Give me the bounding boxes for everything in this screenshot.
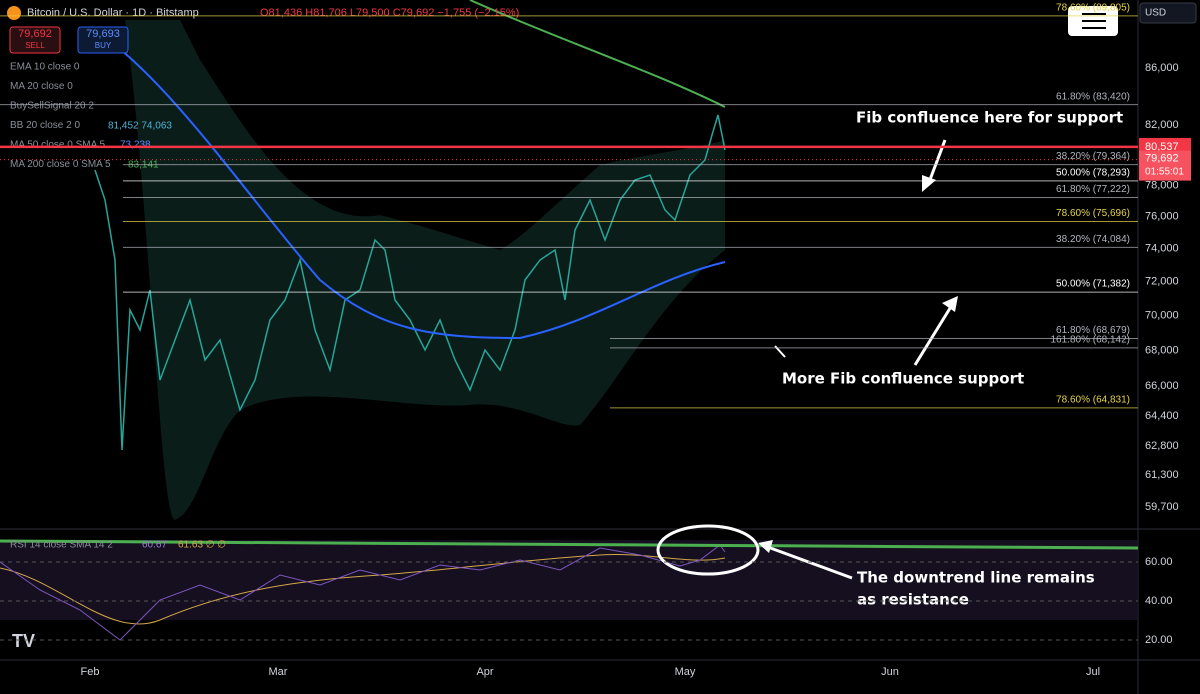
buy-price: 79,693	[86, 28, 120, 40]
indicator-legend: MA 20 close 0	[10, 81, 73, 92]
date-label: May	[675, 666, 696, 678]
annotation: as resistance	[857, 591, 969, 609]
date-label: Feb	[81, 666, 100, 678]
annotation: The downtrend line remains	[857, 569, 1095, 587]
annotation: More Fib confluence support	[782, 370, 1024, 388]
ohlc: O81,436 H81,706 L79,500 C79,692 −1,755 (…	[260, 7, 519, 19]
price-tick-label: 78,000	[1145, 179, 1179, 191]
rsi-legend: RSI 14 close SMA 14 2	[10, 540, 113, 551]
price-tick-label: 76,000	[1145, 211, 1179, 223]
price-tick-label: 66,000	[1145, 380, 1179, 392]
last-close-label: 80,537	[1145, 141, 1179, 153]
buy-button[interactable]	[77, 26, 129, 54]
rsi-trendline	[0, 539, 1139, 550]
fib-label: 50.00% (78,293)	[1056, 168, 1130, 179]
fib-label: 50.00% (71,382)	[1056, 279, 1130, 290]
fib-label: 61.80% (77,222)	[1056, 184, 1130, 195]
indicator-legend: BB 20 close 2 0	[10, 120, 80, 131]
price-tick-label: 62,800	[1145, 440, 1179, 452]
menu-icon	[1082, 13, 1106, 29]
fib-label: 78.60% (75,696)	[1056, 208, 1130, 219]
price-tick-label: 61,300	[1145, 469, 1179, 481]
rsi-sma	[0, 554, 726, 625]
price-tick-label: 70,000	[1145, 309, 1179, 321]
fib-label: 61.80% (83,420)	[1056, 91, 1130, 102]
price-tick-label: 64,400	[1145, 410, 1179, 422]
price-tick-label: 86,000	[1145, 62, 1179, 74]
currency: USD	[1145, 8, 1166, 19]
date-label: Apr	[476, 666, 493, 678]
fib-label: 38.20% (74,084)	[1056, 234, 1130, 245]
sell-label: SELL	[25, 41, 45, 50]
rsi-tick-label: 20.00	[1145, 634, 1173, 646]
annotation: Fib confluence here for support	[856, 109, 1123, 127]
rsi-value: 60.67	[142, 540, 167, 551]
indicator-legend: MA 50 close 0 SMA 5	[10, 140, 105, 151]
ma200-line	[469, 0, 726, 108]
bollinger-band	[125, 20, 725, 520]
tv-logo: TV	[12, 631, 35, 651]
price-tick-label: 74,000	[1145, 243, 1179, 255]
current-price-tag	[1139, 150, 1191, 181]
price-tick-label: 72,000	[1145, 276, 1179, 288]
buy-label: BUY	[95, 41, 112, 50]
fib-label: 78.60% (64,831)	[1056, 394, 1130, 405]
rsi-tick-label: 40.00	[1145, 595, 1173, 607]
fib-label: 38.20% (79,364)	[1056, 151, 1130, 162]
indicator-value: 81,452 74,063	[108, 121, 172, 132]
current-price-label: 79,692	[1145, 153, 1179, 165]
price-tick-label: 59,700	[1145, 501, 1179, 513]
price-trace	[94, 114, 726, 451]
fib-label: 61.80% (68,679)	[1056, 325, 1130, 336]
btc-icon	[7, 6, 21, 20]
indicator-legend: EMA 10 close 0	[10, 62, 80, 73]
sell-button[interactable]	[9, 26, 61, 54]
price-tick-label: 68,000	[1145, 344, 1179, 356]
date-label: Mar	[269, 666, 288, 678]
fib-label: 161.80% (68,142)	[1050, 335, 1130, 346]
rsi-tick-label: 60.00	[1145, 556, 1173, 568]
currency-selector[interactable]	[1139, 2, 1197, 24]
date-label: Jun	[881, 666, 899, 678]
date-label: Jul	[1086, 666, 1100, 678]
indicator-legend: MA 200 close 0 SMA 5	[10, 159, 111, 170]
price-tick-label: 82,000	[1145, 119, 1179, 131]
indicator-value: 83,141	[128, 160, 159, 171]
rsi-highlight	[656, 524, 760, 576]
countdown: 01:55:01	[1145, 166, 1184, 177]
symbol: Bitcoin / U.S. Dollar · 1D · Bitstamp	[27, 7, 199, 19]
ma50-line	[94, 29, 726, 340]
sell-price: 79,692	[18, 28, 52, 40]
indicator-legend: BuySellSignal 20 2	[10, 101, 94, 112]
rsi-band	[0, 540, 1138, 620]
indicator-value: 73,238	[120, 140, 151, 151]
rsi-sma-value: 61.63 ∅ ∅	[178, 540, 226, 551]
fib-label: 78.60% (89,805)	[1056, 3, 1130, 14]
